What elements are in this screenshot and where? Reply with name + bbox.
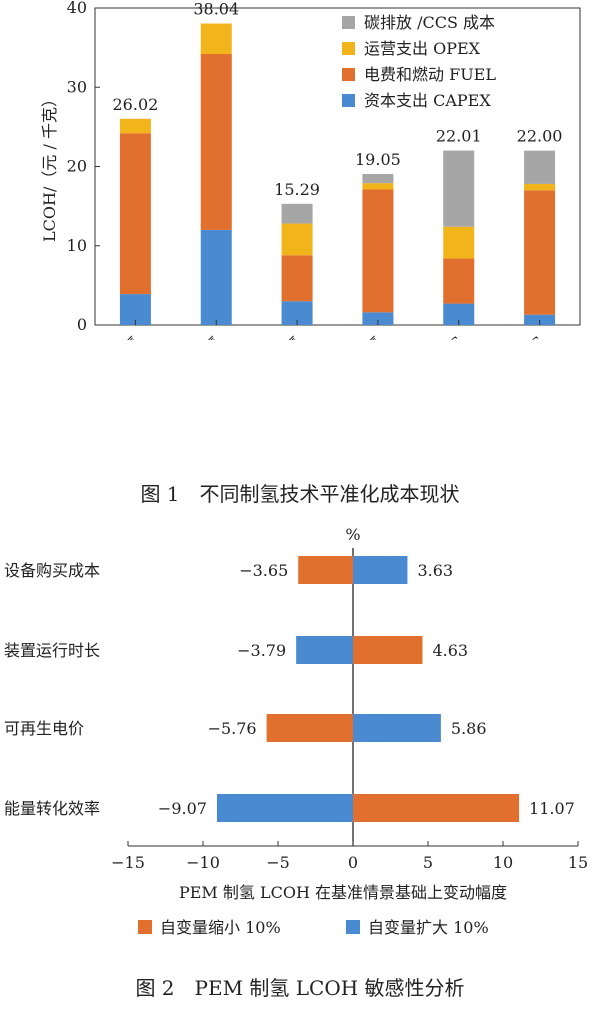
y-axis-label: LCOH/（元 / 千克）: [40, 91, 59, 242]
bar-segment: [200, 229, 232, 325]
x-tick-label: 5: [423, 853, 433, 872]
bar-value-label: 4.63: [432, 641, 468, 660]
x-category-label: 煤制氢: [259, 332, 306, 340]
bar-segment: [119, 294, 151, 325]
bar-segment: [443, 303, 475, 325]
bar-segment: [443, 150, 475, 227]
bar-segment: [524, 190, 556, 315]
bar-value-label: 5.86: [451, 719, 487, 738]
bar-decrease: [298, 556, 353, 584]
bar-segment: [524, 314, 556, 325]
bar-increase: [353, 714, 441, 742]
legend-swatch: [342, 68, 355, 81]
bar-decrease: [216, 794, 353, 822]
bar-total-label: 22.00: [517, 127, 563, 146]
bar-value-label: 11.07: [529, 799, 575, 818]
figure-1-chart: 0 10 20 30 40 LCOH/（元 / 千克） 26.02 ALK 制氢 38.04 PE…: [40, 0, 581, 340]
x-tick-label: −15: [111, 853, 145, 872]
bar-segment: [119, 118, 151, 134]
y-tick-label: 30: [67, 77, 87, 96]
bar-segment: [281, 301, 313, 325]
legend-label: 碳排放 /CCS 成本: [364, 13, 495, 32]
bar-segment: [443, 258, 475, 304]
bar-segment: [119, 133, 151, 295]
legend-label: 资本支出 CAPEX: [364, 91, 491, 110]
bar-decrease: [266, 714, 353, 742]
x-category-label: ALK 制氢: [80, 332, 145, 340]
figure-2-chart: % −15 −10 −5 0 5 10 15 −3.65 3.63 设备购买成本 −3.79 4.63 装…: [4, 525, 588, 937]
bar-value-label: −9.07: [158, 799, 207, 818]
legend-swatch: [342, 16, 355, 29]
row-category-label: 设备购买成本: [4, 561, 100, 580]
legend-swatch: [342, 42, 355, 55]
legend-label: 自变量扩大 10%: [368, 918, 489, 937]
x-category-label: 煤制氢+CCS: [386, 332, 468, 340]
x-tick-label: −5: [266, 853, 290, 872]
bar-segment: [524, 150, 556, 184]
bar-segment: [281, 203, 313, 224]
x-tick-label: 15: [568, 853, 588, 872]
row-category-label: 能量转化效率: [4, 799, 100, 818]
x-axis-label: PEM 制氢 LCOH 在基准情景基础上变动幅度: [179, 883, 507, 902]
bar-total-label: 19.05: [355, 150, 401, 169]
legend-label: 电费和燃动 FUEL: [364, 65, 496, 84]
figure-1-caption: 图 1 不同制氢技术平准化成本现状: [140, 482, 460, 506]
row-category-label: 可再生电价: [4, 719, 84, 738]
x-tick-label: 10: [493, 853, 513, 872]
figure-2-caption: 图 2 PEM 制氢 LCOH 敏感性分析: [135, 976, 465, 1000]
bar-total-label: 26.02: [113, 95, 159, 114]
bar-segment: [443, 226, 475, 259]
bar-decrease: [296, 636, 353, 664]
bar-total-label: 15.29: [274, 180, 320, 199]
bar-segment: [362, 189, 394, 313]
bar-segment: [200, 53, 232, 230]
bar-segment: [281, 223, 313, 256]
legend-label: 运营支出 OPEX: [364, 39, 481, 58]
bar-increase: [353, 556, 408, 584]
plot-frame: [94, 7, 581, 326]
y-tick-label: 0: [77, 315, 87, 334]
bar-segment: [362, 174, 394, 184]
bar-increase: [353, 794, 520, 822]
bar-segment: [200, 23, 232, 54]
bar-segment: [524, 183, 556, 191]
y-tick-label: 40: [67, 0, 87, 17]
bar-increase: [353, 636, 423, 664]
legend-swatch: [138, 920, 152, 934]
x-category-label: PEM 制氢: [158, 332, 225, 340]
x-category-label: 天然气制氢: [317, 332, 387, 340]
bar-value-label: 3.63: [417, 561, 453, 580]
legend-swatch: [346, 920, 360, 934]
x-tick-label: 0: [348, 853, 358, 872]
x-tick-label: −10: [186, 853, 220, 872]
bar-value-label: −5.76: [208, 719, 257, 738]
bar-value-label: −3.79: [237, 641, 286, 660]
unit-label: %: [345, 525, 360, 544]
y-tick-label: 20: [67, 157, 87, 176]
legend-label: 自变量缩小 10%: [160, 918, 281, 937]
legend-swatch: [342, 94, 355, 107]
bar-segment: [362, 312, 394, 325]
bar-total-label: 38.04: [193, 0, 239, 19]
bar-value-label: −3.65: [239, 561, 288, 580]
bar-segment: [281, 255, 313, 302]
row-category-label: 装置运行时长: [4, 641, 100, 660]
y-tick-label: 10: [67, 236, 87, 255]
bar-segment: [362, 183, 394, 190]
bar-total-label: 22.01: [436, 127, 482, 146]
